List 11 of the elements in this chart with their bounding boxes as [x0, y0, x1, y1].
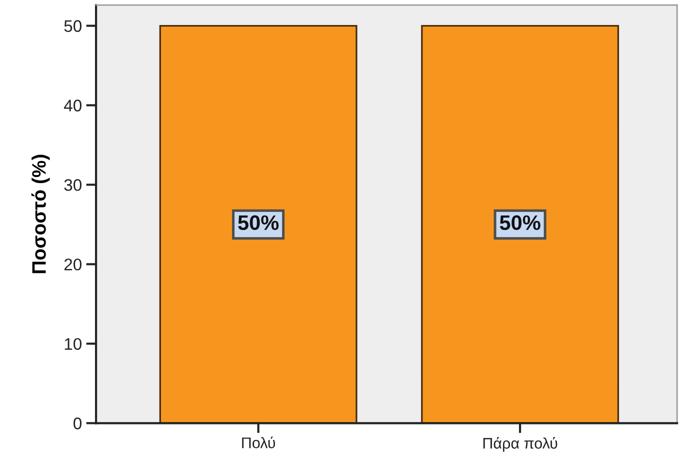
- data-label: 50%: [238, 215, 279, 230]
- x-tick-label: Πάρα πολύ: [483, 437, 558, 452]
- x-tick-label: Πολύ: [242, 436, 276, 448]
- y-tick-label: 0: [74, 418, 82, 430]
- y-tick-label: 40: [64, 100, 82, 112]
- y-tick-label: 50: [64, 20, 82, 32]
- y-tick-label: 20: [64, 258, 82, 270]
- data-label: 50%: [500, 215, 540, 230]
- y-tick-label: 10: [64, 338, 82, 350]
- y-axis-title: Ποσοστό (%): [31, 154, 50, 274]
- y-tick-label: 30: [64, 179, 82, 191]
